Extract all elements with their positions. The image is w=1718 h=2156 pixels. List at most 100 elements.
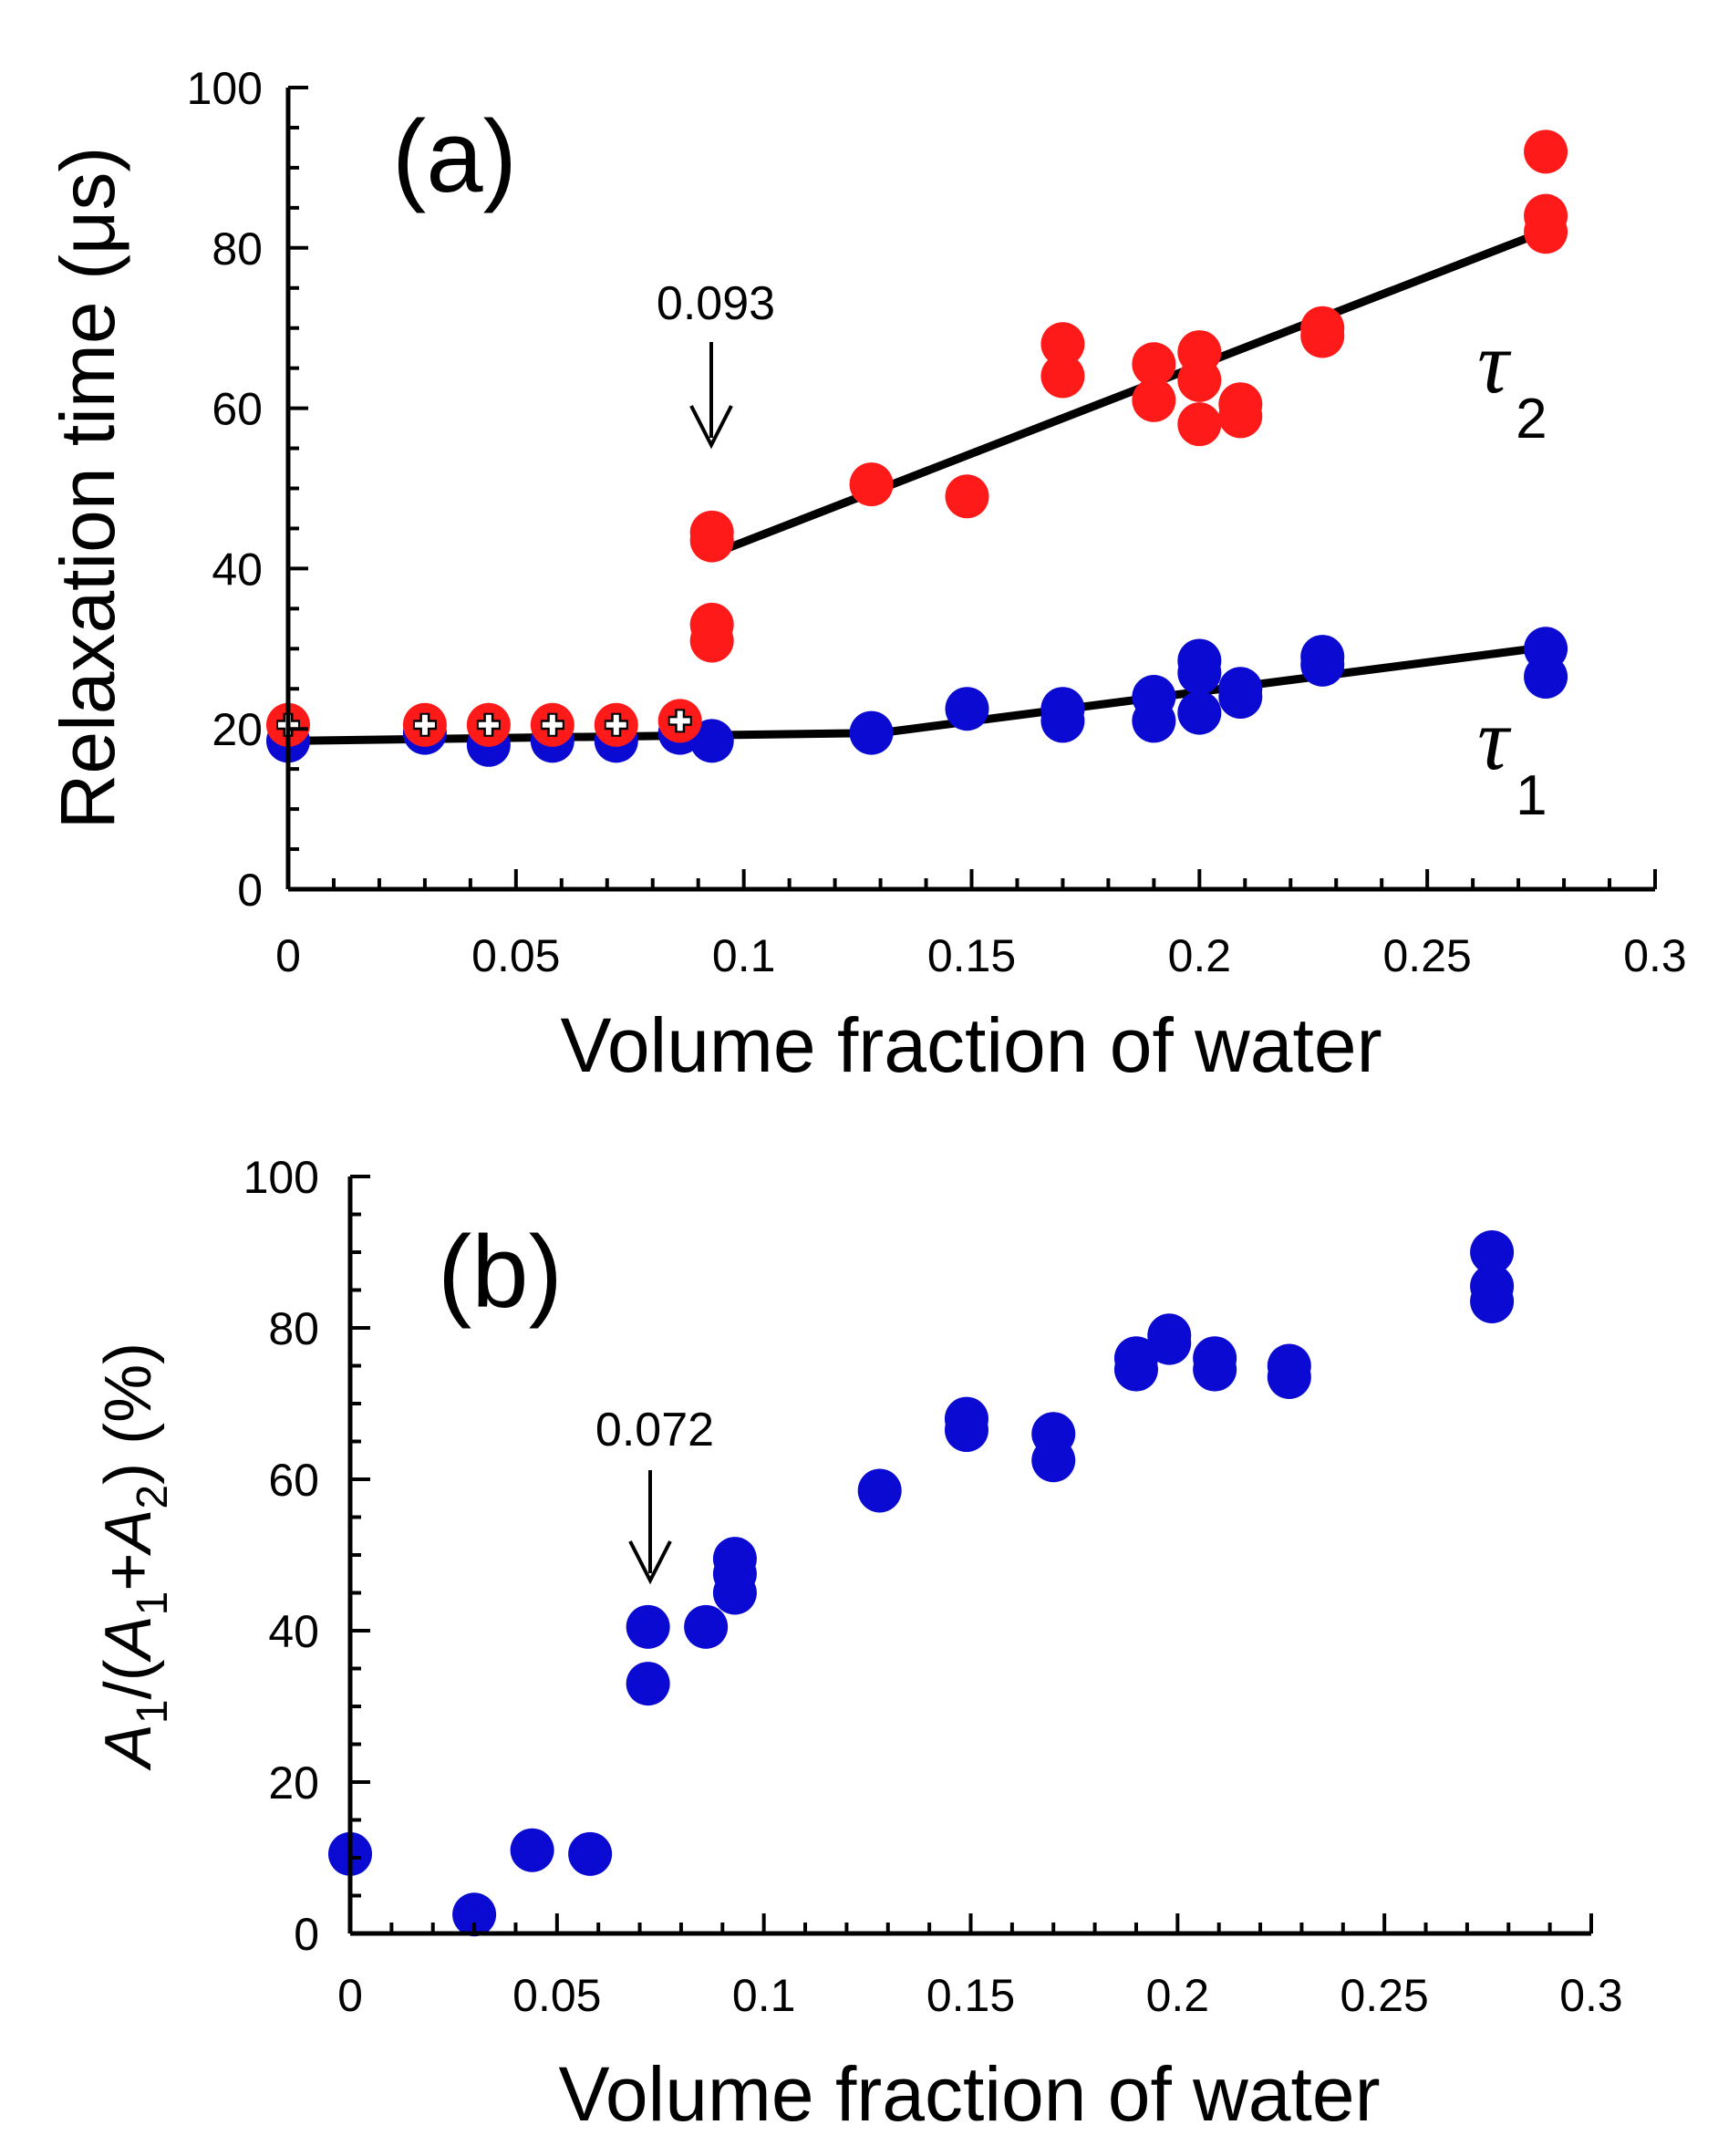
data-point	[1177, 650, 1222, 695]
series-label-symbol: τ	[1477, 690, 1512, 788]
data-point	[1300, 642, 1345, 687]
data-point	[626, 1662, 670, 1706]
data-point	[944, 1408, 988, 1453]
x-tick-label: 0.3	[1623, 930, 1687, 981]
data-point	[689, 719, 734, 763]
panel-a-annotation-text: 0.093	[657, 277, 775, 330]
data-point	[1267, 1354, 1311, 1399]
x-tick-label: 0.15	[926, 1970, 1015, 2021]
x-tick-label: 0	[337, 1970, 363, 2021]
data-point	[1300, 314, 1345, 358]
ylabel-part: /(	[92, 1659, 165, 1699]
data-point	[510, 1828, 554, 1872]
y-tick-label: 40	[268, 1606, 319, 1657]
ylabel-part: 1	[129, 1699, 177, 1724]
ylabel-part: A	[92, 1509, 165, 1557]
ylabel-part: 2	[129, 1485, 177, 1509]
panel-a-x-title: Volume fraction of water	[560, 1002, 1382, 1088]
data-point	[1470, 1230, 1515, 1274]
y-tick-label: 0	[237, 865, 263, 916]
data-point	[1470, 1279, 1515, 1323]
x-tick-label: 0.2	[1146, 1970, 1210, 2021]
x-tick-label: 0.1	[732, 1970, 796, 2021]
data-point	[1040, 322, 1085, 367]
x-tick-label: 0.05	[512, 1970, 601, 2021]
data-point	[1193, 1347, 1237, 1392]
data-point	[568, 1831, 613, 1876]
data-point	[1177, 358, 1222, 402]
data-point	[1218, 394, 1263, 439]
data-point	[849, 462, 894, 507]
y-tick-label: 60	[212, 384, 263, 435]
panel-b-marks	[328, 1230, 1515, 1937]
panel-b-x-title: Volume fraction of water	[558, 2051, 1380, 2137]
x-tick-label: 0.05	[471, 930, 560, 981]
data-point	[1132, 378, 1176, 422]
panel-b-label: (b)	[438, 1215, 563, 1329]
data-point	[1524, 130, 1568, 174]
panel-a: 0 0.05 0.1 0.15 0.2 0.25 0.3 0 20 40 60 80 100 (a) V…	[45, 63, 1687, 1088]
y-tick-label: 40	[212, 544, 263, 595]
data-point	[1524, 210, 1568, 254]
data-point	[689, 518, 734, 563]
data-point	[1177, 402, 1222, 447]
panel-b-ticks: 0 0.05 0.1 0.15 0.2 0.25 0.3 0 20 40 60 80 100	[243, 1152, 1623, 2021]
series-label-symbol: τ	[1477, 314, 1512, 411]
y-tick-label: 60	[268, 1455, 319, 1506]
panel-b-annotation-text: 0.072	[595, 1404, 714, 1456]
panel-b-y-title: A1/(A1+A2) (%)	[92, 1342, 177, 1771]
panel-a-annotation: 0.093	[657, 277, 775, 450]
ylabel-part: ) (%)	[92, 1342, 165, 1485]
data-point-plus	[669, 710, 690, 731]
panel-a-annotation-arrow-head	[689, 405, 733, 450]
x-tick-label: 0.25	[1383, 930, 1472, 981]
panel-a-marks	[266, 130, 1568, 767]
data-point	[452, 1892, 497, 1937]
data-point-plus	[542, 714, 563, 735]
y-tick-label: 20	[212, 704, 263, 755]
series-label-subscript: 1	[1516, 764, 1547, 827]
y-tick-label: 80	[268, 1303, 319, 1354]
x-tick-label: 0.2	[1168, 930, 1232, 981]
y-tick-label: 100	[187, 63, 263, 114]
panel-a-y-title: Relaxation time (μs)	[45, 147, 130, 830]
data-point	[1031, 1438, 1076, 1483]
panel-b-annotation: 0.072	[595, 1404, 714, 1585]
x-tick-label: 0.1	[712, 930, 776, 981]
data-point	[1040, 699, 1085, 743]
ylabel-part: 1	[129, 1591, 177, 1616]
panel-b-annotation-arrow-head	[628, 1540, 672, 1585]
y-tick-label: 80	[212, 223, 263, 275]
x-tick-label: 0.3	[1559, 1970, 1623, 2021]
data-point	[626, 1604, 670, 1649]
data-point	[1524, 655, 1568, 700]
data-point	[945, 474, 989, 519]
y-tick-label: 20	[268, 1757, 319, 1809]
ylabel-part: A	[92, 1724, 165, 1771]
data-point	[689, 618, 734, 663]
x-tick-label: 0.15	[927, 930, 1016, 981]
series-label-subscript: 2	[1516, 388, 1547, 451]
y-tick-label: 100	[243, 1152, 319, 1203]
data-point	[857, 1468, 902, 1513]
data-point	[1218, 675, 1263, 720]
data-point	[1132, 699, 1176, 743]
data-point	[1147, 1321, 1192, 1365]
y-tick-label: 0	[294, 1909, 319, 1960]
ylabel-part: +	[92, 1553, 165, 1591]
data-point	[945, 687, 989, 731]
data-point	[684, 1604, 729, 1649]
data-point	[1177, 690, 1222, 735]
x-tick-label: 0.25	[1340, 1970, 1429, 2021]
data-point-plus	[605, 714, 626, 735]
data-point	[849, 710, 894, 755]
panel-a-label: (a)	[392, 99, 517, 213]
data-point	[1113, 1347, 1158, 1392]
data-point-plus	[414, 714, 435, 735]
data-point	[712, 1570, 757, 1615]
data-point	[1040, 354, 1085, 399]
ylabel-part: A	[92, 1615, 165, 1663]
data-point-plus	[478, 714, 499, 735]
